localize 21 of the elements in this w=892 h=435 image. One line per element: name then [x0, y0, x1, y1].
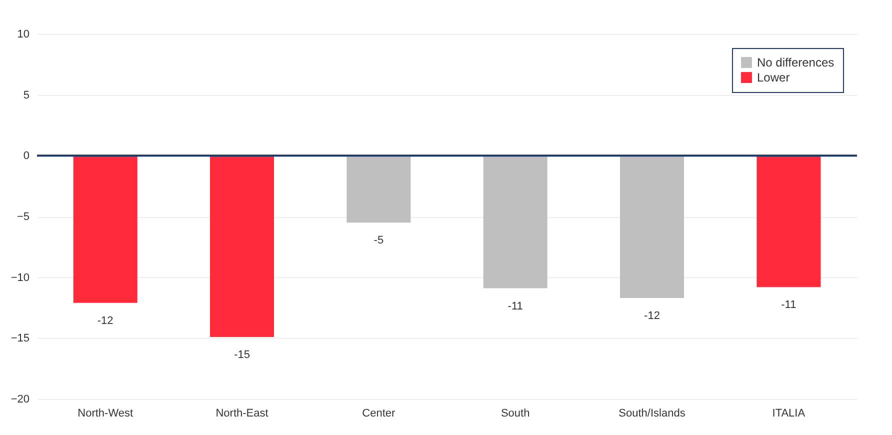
y-tick-label: 0 [23, 150, 30, 162]
y-tick-label: 10 [17, 28, 30, 40]
legend-label: Lower [757, 70, 790, 84]
x-tick-label: Center [362, 408, 396, 420]
data-label: -12 [644, 310, 660, 322]
data-label: -12 [97, 314, 114, 327]
data-label: -5 [374, 234, 384, 247]
data-label: -11 [781, 299, 796, 312]
data-label: -11 [508, 300, 523, 312]
x-tick-label: North-West [78, 408, 134, 420]
y-tick-label: −20 [10, 394, 30, 406]
data-label: -15 [234, 348, 250, 361]
y-tick-label: 5 [23, 89, 30, 102]
y-tick-label: −10 [10, 272, 30, 284]
x-tick-label: North-East [216, 408, 268, 420]
legend-label: No differences [757, 56, 834, 70]
y-tick-label: −15 [10, 332, 30, 345]
x-tick-label: South [500, 408, 530, 420]
x-tick-label: South/Islands [618, 408, 686, 420]
y-tick-label: −5 [16, 211, 30, 223]
x-tick-label: ITALIA [772, 408, 806, 420]
